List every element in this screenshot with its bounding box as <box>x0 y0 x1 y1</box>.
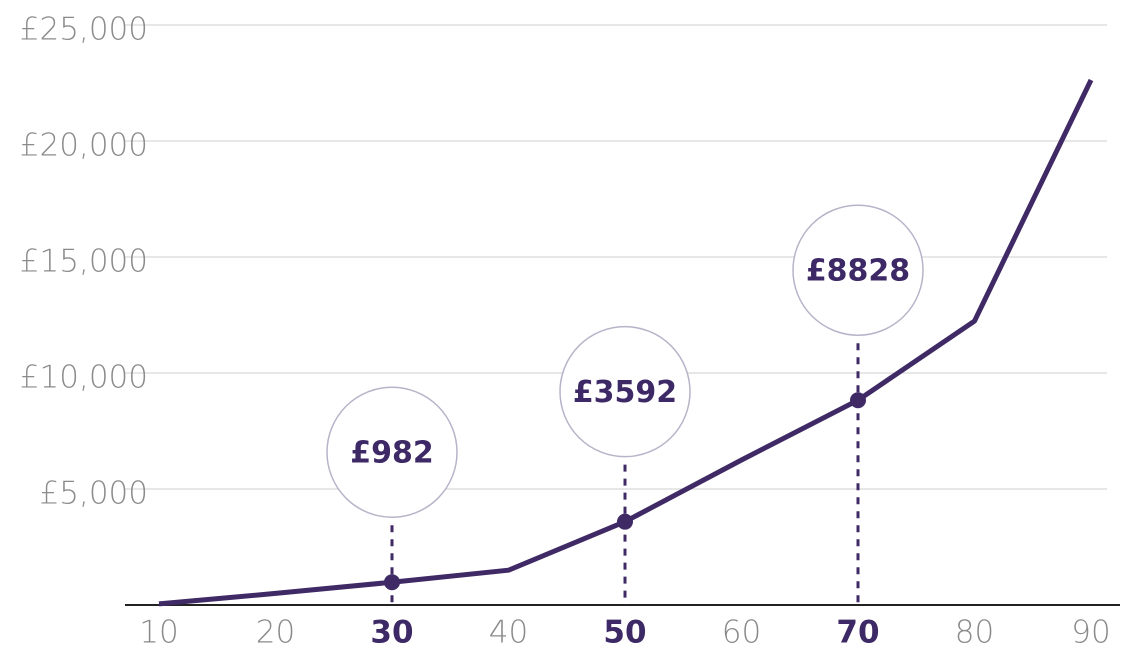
label-circle <box>326 386 458 518</box>
label-circle <box>559 325 691 458</box>
x-tick-label: 90 <box>1071 615 1110 650</box>
x-tick-label: 40 <box>489 615 528 650</box>
y-tick-label: £5,000 <box>40 476 148 512</box>
x-tick-label: 50 <box>603 615 646 650</box>
data-label: £982 <box>350 436 434 471</box>
x-tick-label: 10 <box>139 615 178 650</box>
point <box>384 574 400 591</box>
x-tick-label: 20 <box>256 615 295 650</box>
x-tick-label: 30 <box>370 615 413 650</box>
x-tick-label: 70 <box>836 615 879 650</box>
data-label: £8828 <box>806 254 910 289</box>
y-tick-label: £10,000 <box>20 360 148 396</box>
label-circle <box>792 204 924 336</box>
x-tick-label: 60 <box>722 615 761 650</box>
y-tick-label: £20,000 <box>20 128 148 164</box>
y-tick-label: £25,000 <box>20 12 148 48</box>
data-label: £3592 <box>573 375 677 410</box>
point <box>617 513 633 530</box>
y-tick-label: £15,000 <box>20 244 148 280</box>
point <box>850 392 866 409</box>
x-tick-label: 80 <box>955 615 994 650</box>
